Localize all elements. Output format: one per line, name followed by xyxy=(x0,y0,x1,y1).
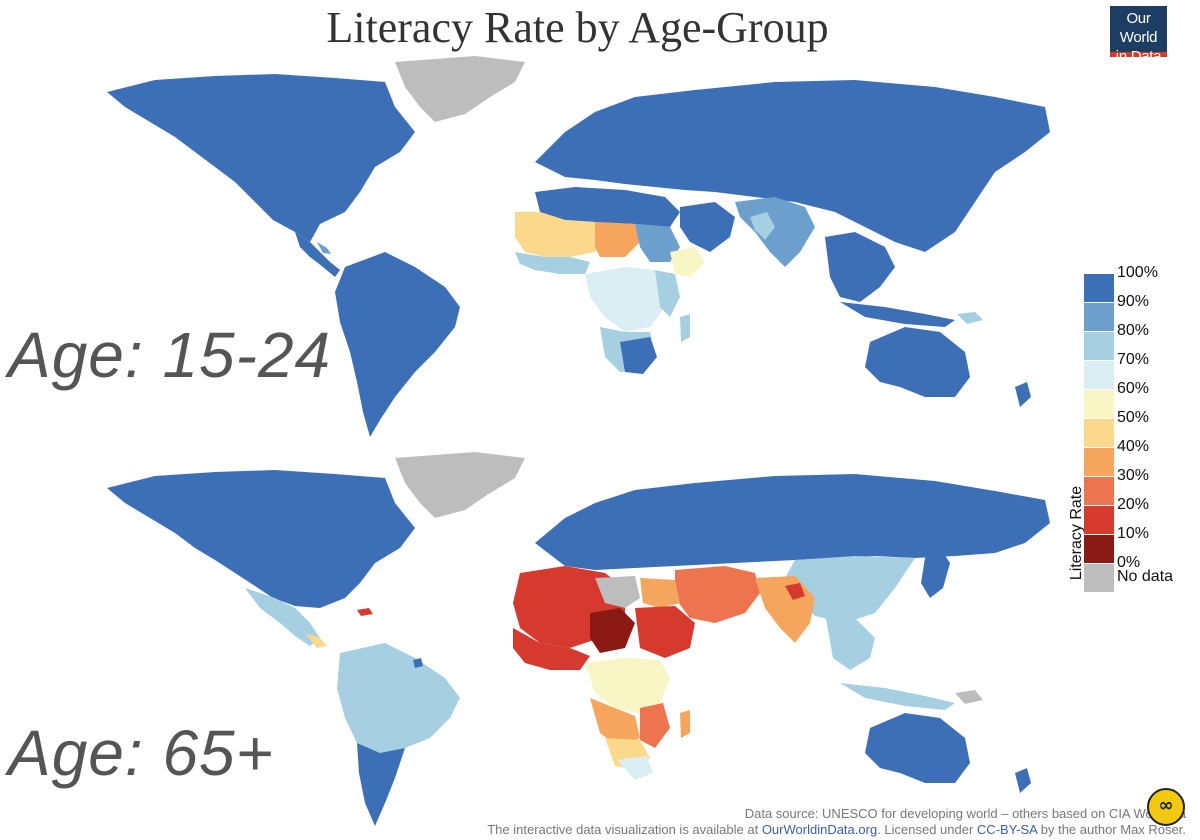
legend-label-4: 60% xyxy=(1117,380,1150,397)
region-greenland xyxy=(395,452,525,518)
legend-swatch-0 xyxy=(1084,274,1114,302)
page-title: Literacy Rate by Age-Group xyxy=(326,3,829,52)
region-central-america xyxy=(295,232,340,277)
region-greenland xyxy=(395,56,525,122)
legend-swatch-2 xyxy=(1084,332,1114,360)
region-south-asia xyxy=(735,197,815,267)
region-sahel-dark xyxy=(590,608,635,653)
legend-label-1: 90% xyxy=(1117,293,1150,310)
region-central-america xyxy=(305,633,327,648)
region-indonesia xyxy=(840,683,955,710)
age-label-15-24: Age: 15-24 xyxy=(8,319,332,391)
our-world-in-data-logo[interactable]: Our World in Data xyxy=(1110,6,1167,65)
region-southeast-asia xyxy=(825,613,875,670)
region-indonesia xyxy=(840,302,955,327)
literacy-rate-legend: Literacy Rate 100% 90% 80% 70% 60% 50% 40% 30% 2… xyxy=(1060,262,1200,612)
footer-line-2-prefix: The interactive data visualization is av… xyxy=(487,822,762,837)
region-caribbean xyxy=(357,608,373,616)
region-guyana xyxy=(413,658,423,668)
legend-swatch-5 xyxy=(1084,419,1114,447)
legend-label-10: 0% xyxy=(1117,554,1141,571)
legend-swatch-4 xyxy=(1084,390,1114,418)
region-south-america-north xyxy=(337,643,460,753)
region-japan xyxy=(921,548,950,598)
region-east-africa-north xyxy=(635,224,680,262)
footer-source: Data source: UNESCO for developing world… xyxy=(745,806,1186,821)
legend-swatch-8 xyxy=(1084,506,1114,534)
region-west-africa xyxy=(513,628,590,670)
region-south-africa xyxy=(620,337,657,374)
region-papua xyxy=(955,690,983,704)
region-southeast-asia xyxy=(825,232,895,302)
region-arabia xyxy=(680,202,735,252)
legend-label-3: 70% xyxy=(1117,351,1150,368)
world-map-age-15-24 xyxy=(107,56,1050,437)
region-west-africa-coast xyxy=(515,252,590,274)
legend-label-9: 10% xyxy=(1117,525,1150,542)
legend-label-8: 20% xyxy=(1117,496,1150,513)
region-australia xyxy=(865,713,970,783)
legend-swatch-7 xyxy=(1084,477,1114,505)
logo-line-1: Our World xyxy=(1119,10,1158,46)
region-east-africa-south xyxy=(640,703,670,748)
region-new-zealand xyxy=(1015,768,1031,793)
legend-swatch-11 xyxy=(1084,564,1114,592)
region-east-africa xyxy=(655,270,680,317)
legend-swatch-9 xyxy=(1084,535,1114,563)
legend-swatch-1 xyxy=(1084,303,1114,331)
region-eurasia-north xyxy=(535,474,1050,570)
logo-line-2: in Data xyxy=(1115,48,1162,65)
age-label-65-plus: Age: 65+ xyxy=(8,717,274,789)
legend-label-0: 100% xyxy=(1117,264,1158,281)
legend-label-5: 50% xyxy=(1117,409,1150,426)
footer-line-2-mid: . Licensed under xyxy=(877,822,977,837)
legend-label-11: No data xyxy=(1117,568,1174,585)
legend-swatch-3 xyxy=(1084,361,1114,389)
region-sudan-ethiopia xyxy=(635,606,695,658)
region-middle-east xyxy=(675,566,760,623)
region-south-africa xyxy=(617,756,653,780)
legend-label-7: 30% xyxy=(1117,467,1150,484)
region-north-africa xyxy=(535,187,680,227)
region-south-america-south xyxy=(357,743,405,826)
world-map-age-65-plus xyxy=(107,452,1050,826)
region-central-africa xyxy=(585,267,670,332)
region-japan xyxy=(921,162,950,212)
region-papua xyxy=(957,312,983,324)
region-madagascar xyxy=(680,314,690,342)
legend-swatch-6 xyxy=(1084,448,1114,476)
region-madagascar xyxy=(680,710,690,738)
license-link[interactable]: CC-BY-SA xyxy=(976,822,1038,837)
owid-link[interactable]: OurWorldinData.org xyxy=(761,822,878,837)
region-south-america xyxy=(335,252,460,437)
footer-line-1: Data source: UNESCO for developing world… xyxy=(744,806,1186,821)
region-south-asia-light xyxy=(750,212,775,240)
footer-line-2-suffix: by the author Max Roser. xyxy=(1037,822,1186,837)
region-north-africa-east xyxy=(595,576,640,608)
region-new-zealand xyxy=(1015,382,1031,407)
region-north-america xyxy=(107,74,415,242)
region-north-america xyxy=(107,470,415,608)
region-sahel-west xyxy=(515,212,605,257)
footer-license: The interactive data visualization is av… xyxy=(487,822,1186,837)
region-australia xyxy=(865,327,970,397)
region-mexico xyxy=(245,588,320,646)
region-egypt xyxy=(640,578,680,608)
legend-label-6: 40% xyxy=(1117,438,1150,455)
region-china xyxy=(785,556,915,623)
region-central-africa-orange xyxy=(590,698,640,748)
region-sahel-center xyxy=(595,222,640,257)
region-central-america-lighter xyxy=(317,242,331,254)
region-pakistan xyxy=(785,583,805,600)
region-central-africa xyxy=(585,658,670,713)
legend-label-2: 80% xyxy=(1117,322,1150,339)
watermark-badge-icon: ∞ xyxy=(1147,788,1185,826)
region-horn-africa xyxy=(670,247,705,277)
region-eurasia xyxy=(535,80,1050,252)
